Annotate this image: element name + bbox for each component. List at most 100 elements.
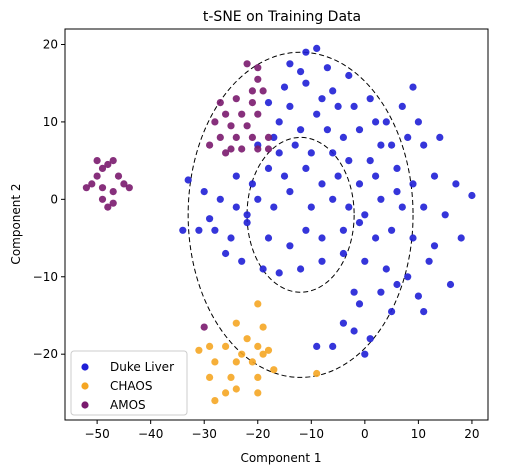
point-amos-16	[248, 99, 256, 107]
point-duke-liver-61	[195, 226, 203, 234]
plot-area	[82, 44, 476, 405]
point-chaos-8	[206, 342, 214, 350]
point-chaos-7	[222, 342, 230, 350]
point-duke-liver-7	[286, 102, 294, 110]
point-duke-liver-5	[302, 79, 310, 87]
chart-title: t-SNE on Training Data	[203, 9, 361, 25]
legend: Duke Liver CHAOS AMOS	[70, 350, 188, 416]
series-duke-liver	[179, 44, 476, 358]
point-duke-liver-50	[270, 203, 278, 211]
point-duke-liver-66	[286, 242, 294, 250]
point-duke-liver-67	[302, 226, 310, 234]
point-duke-liver-92	[339, 319, 347, 327]
point-duke-liver-20	[409, 83, 417, 91]
x-tick-label: 0	[361, 427, 369, 441]
point-duke-liver-80	[297, 265, 305, 273]
plot-frame	[64, 28, 489, 421]
point-amos-39	[98, 164, 107, 172]
point-duke-liver-40	[372, 172, 380, 180]
point-amos-30	[222, 149, 230, 157]
dashed-circle-2	[187, 51, 414, 378]
point-duke-liver-39	[355, 180, 364, 188]
legend-label-chaos: CHAOS	[110, 379, 152, 393]
point-chaos-2	[243, 335, 251, 343]
point-duke-liver-109	[270, 133, 278, 141]
point-chaos-9	[195, 346, 203, 354]
point-duke-liver-33	[248, 180, 256, 188]
point-duke-liver-79	[275, 269, 283, 277]
point-duke-liver-56	[377, 195, 385, 203]
x-axis-title: Component 1	[240, 451, 321, 465]
point-duke-liver-101	[420, 308, 428, 316]
point-duke-liver-90	[414, 292, 422, 300]
point-chaos-12	[248, 358, 256, 366]
point-duke-liver-85	[404, 273, 412, 281]
point-amos-5	[120, 180, 128, 188]
point-duke-liver-110	[414, 118, 422, 126]
point-duke-liver-36	[302, 164, 310, 172]
point-duke-liver-25	[329, 149, 337, 157]
y-tick-label: 0	[50, 192, 58, 206]
point-duke-liver-12	[372, 118, 380, 126]
point-duke-liver-17	[355, 126, 364, 134]
point-duke-liver-28	[388, 141, 396, 149]
point-duke-liver-11	[366, 95, 374, 103]
point-chaos-3	[259, 323, 267, 331]
point-duke-liver-73	[409, 234, 417, 242]
point-amos-22	[243, 122, 251, 130]
point-duke-liver-81	[318, 257, 326, 265]
point-duke-liver-64	[243, 219, 251, 227]
point-duke-liver-68	[318, 234, 326, 242]
legend-marker-chaos	[81, 382, 89, 390]
point-chaos-19	[211, 397, 219, 405]
point-chaos-10	[211, 358, 219, 366]
point-duke-liver-83	[361, 257, 369, 265]
point-duke-liver-19	[398, 102, 406, 110]
point-chaos-5	[254, 342, 262, 350]
point-duke-liver-10	[350, 102, 358, 110]
point-amos-33	[254, 75, 262, 83]
point-chaos-21	[313, 369, 321, 378]
point-duke-liver-70	[355, 219, 364, 227]
point-amos-4	[109, 188, 117, 196]
series-amos	[82, 60, 273, 331]
point-duke-liver-111	[206, 215, 214, 223]
point-duke-liver-32	[232, 172, 240, 180]
point-amos-12	[93, 157, 101, 165]
point-chaos-22	[259, 350, 267, 358]
point-amos-31	[248, 87, 256, 95]
point-amos-28	[238, 145, 246, 153]
point-amos-36	[200, 323, 208, 331]
point-amos-13	[109, 157, 117, 165]
point-duke-liver-15	[323, 126, 331, 134]
point-chaos-15	[254, 373, 262, 381]
point-duke-liver-55	[361, 211, 369, 219]
point-duke-liver-43	[430, 172, 439, 180]
point-duke-liver-35	[280, 172, 289, 180]
point-duke-liver-23	[291, 141, 299, 149]
point-chaos-0	[254, 300, 262, 308]
point-amos-6	[88, 180, 96, 188]
point-duke-liver-58	[420, 203, 428, 211]
point-amos-11	[125, 184, 133, 192]
point-duke-liver-63	[227, 234, 235, 242]
point-amos-26	[264, 133, 273, 141]
x-tick-label: −30	[192, 427, 217, 441]
point-duke-liver-65	[264, 234, 273, 242]
point-duke-liver-8	[313, 110, 321, 118]
point-amos-32	[259, 87, 267, 95]
point-amos-24	[232, 133, 240, 141]
point-duke-liver-57	[398, 203, 406, 211]
point-duke-liver-52	[307, 203, 315, 211]
point-duke-liver-93	[350, 327, 358, 335]
point-chaos-18	[254, 389, 262, 397]
point-duke-liver-100	[446, 280, 455, 289]
point-duke-liver-31	[436, 133, 444, 141]
point-duke-liver-89	[393, 280, 401, 289]
point-duke-liver-98	[361, 350, 369, 358]
point-duke-liver-0	[302, 48, 310, 56]
point-duke-liver-95	[388, 308, 396, 316]
point-duke-liver-99	[468, 191, 476, 200]
point-duke-liver-75	[457, 234, 465, 242]
